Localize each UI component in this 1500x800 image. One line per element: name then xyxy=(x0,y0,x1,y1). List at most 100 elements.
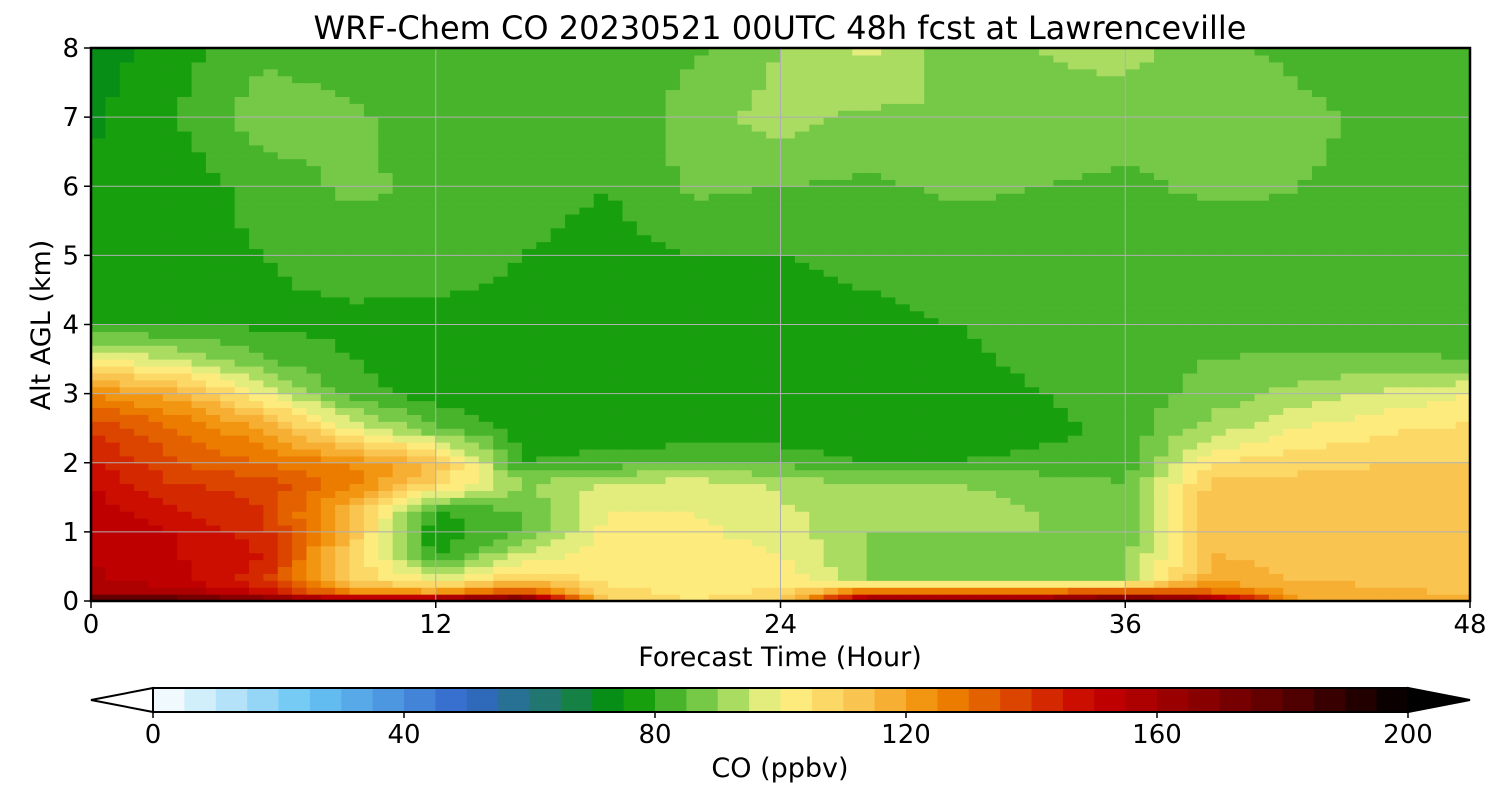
heatmap-cell xyxy=(162,386,178,395)
heatmap-cell xyxy=(751,255,767,263)
heatmap-cell xyxy=(1355,448,1371,457)
heatmap-cell xyxy=(1053,386,1069,395)
heatmap-cell xyxy=(1082,379,1098,388)
heatmap-cell xyxy=(636,448,652,457)
heatmap-cell xyxy=(866,497,882,505)
heatmap-cell xyxy=(1240,538,1256,547)
heatmap-cell xyxy=(737,545,753,554)
heatmap-cell xyxy=(1455,524,1471,533)
heatmap-cell xyxy=(823,566,839,574)
heatmap-cell xyxy=(1398,345,1414,353)
heatmap-cell xyxy=(1225,469,1241,478)
heatmap-cell xyxy=(378,587,394,595)
heatmap-cell xyxy=(277,276,293,284)
heatmap-cell xyxy=(162,573,178,581)
heatmap-cell xyxy=(952,310,968,319)
heatmap-cell xyxy=(679,490,695,498)
heatmap-cell xyxy=(1283,345,1299,353)
heatmap-cell xyxy=(1153,352,1169,360)
heatmap-cell xyxy=(320,531,336,540)
heatmap-cell xyxy=(852,352,868,360)
heatmap-cell xyxy=(995,324,1011,333)
heatmap-cell xyxy=(723,552,738,561)
heatmap-cell xyxy=(1383,400,1399,409)
heatmap-cell xyxy=(421,393,437,402)
heatmap-cell xyxy=(924,303,940,312)
heatmap-cell xyxy=(679,538,695,547)
heatmap-cell xyxy=(1398,469,1414,478)
heatmap-cell xyxy=(1039,552,1055,561)
heatmap-cell xyxy=(349,345,365,353)
heatmap-cell xyxy=(134,393,150,402)
heatmap-cell xyxy=(292,421,308,429)
heatmap-cell xyxy=(579,255,595,263)
heatmap-cell xyxy=(550,283,566,291)
heatmap-cell xyxy=(220,379,236,388)
heatmap-cell xyxy=(277,428,293,436)
heatmap-cell xyxy=(292,587,308,595)
heatmap-cell xyxy=(679,428,695,436)
heatmap-cell xyxy=(766,262,782,270)
heatmap-cell xyxy=(1096,331,1112,339)
heatmap-cell xyxy=(881,414,897,422)
heatmap-cell xyxy=(335,310,351,319)
heatmap-cell xyxy=(1441,559,1457,568)
heatmap-cell xyxy=(1168,386,1184,395)
heatmap-cell xyxy=(1024,524,1040,533)
heatmap-cell xyxy=(478,303,494,312)
heatmap-cell xyxy=(363,310,379,319)
heatmap-cell xyxy=(636,331,652,339)
heatmap-cell xyxy=(249,538,264,547)
heatmap-cell xyxy=(608,400,624,409)
heatmap-cell xyxy=(1039,303,1055,312)
heatmap-cell xyxy=(335,276,351,284)
heatmap-cell xyxy=(723,504,738,512)
heatmap-cell xyxy=(1268,303,1284,312)
heatmap-cell xyxy=(148,552,164,561)
heatmap-cell xyxy=(895,248,911,256)
heatmap-cell xyxy=(1053,483,1069,491)
heatmap-cell xyxy=(119,352,135,360)
heatmap-cell xyxy=(277,255,293,263)
heatmap-cell xyxy=(593,310,609,319)
heatmap-cell xyxy=(1182,310,1198,319)
heatmap-cell xyxy=(1412,310,1428,319)
heatmap-cell xyxy=(995,483,1011,491)
heatmap-cell xyxy=(119,504,135,512)
heatmap-cell xyxy=(1067,524,1083,533)
heatmap-cell xyxy=(306,248,322,256)
heatmap-cell xyxy=(967,407,983,415)
heatmap-cell xyxy=(1398,504,1414,512)
heatmap-cell xyxy=(895,317,911,326)
heatmap-cell xyxy=(565,566,580,574)
heatmap-cell xyxy=(91,296,106,305)
heatmap-cell xyxy=(478,476,494,485)
heatmap-cell xyxy=(521,276,537,284)
heatmap-cell xyxy=(909,552,925,561)
heatmap-cell xyxy=(1010,241,1026,250)
heatmap-cell xyxy=(1153,580,1169,588)
heatmap-cell xyxy=(392,524,408,533)
heatmap-cell xyxy=(277,462,293,471)
heatmap-cell xyxy=(1441,476,1457,485)
heatmap-cell xyxy=(1197,573,1213,581)
heatmap-cell xyxy=(205,435,221,443)
heatmap-cell xyxy=(881,283,897,291)
heatmap-cell xyxy=(105,317,121,326)
heatmap-cell xyxy=(450,538,466,547)
heatmap-cell xyxy=(1297,345,1313,353)
heatmap-cell xyxy=(665,552,681,561)
heatmap-cell xyxy=(249,545,264,554)
heatmap-cell xyxy=(105,338,121,346)
heatmap-cell xyxy=(148,414,164,422)
heatmap-cell xyxy=(593,476,609,485)
heatmap-cell xyxy=(1383,317,1399,326)
heatmap-cell xyxy=(1398,573,1414,581)
heatmap-cell xyxy=(234,497,250,505)
heatmap-cell xyxy=(1139,269,1155,277)
heatmap-cell xyxy=(1067,462,1083,471)
heatmap-cell xyxy=(205,310,221,319)
heatmap-cell xyxy=(1297,372,1313,381)
heatmap-cell xyxy=(292,448,308,457)
heatmap-cell xyxy=(679,296,695,305)
